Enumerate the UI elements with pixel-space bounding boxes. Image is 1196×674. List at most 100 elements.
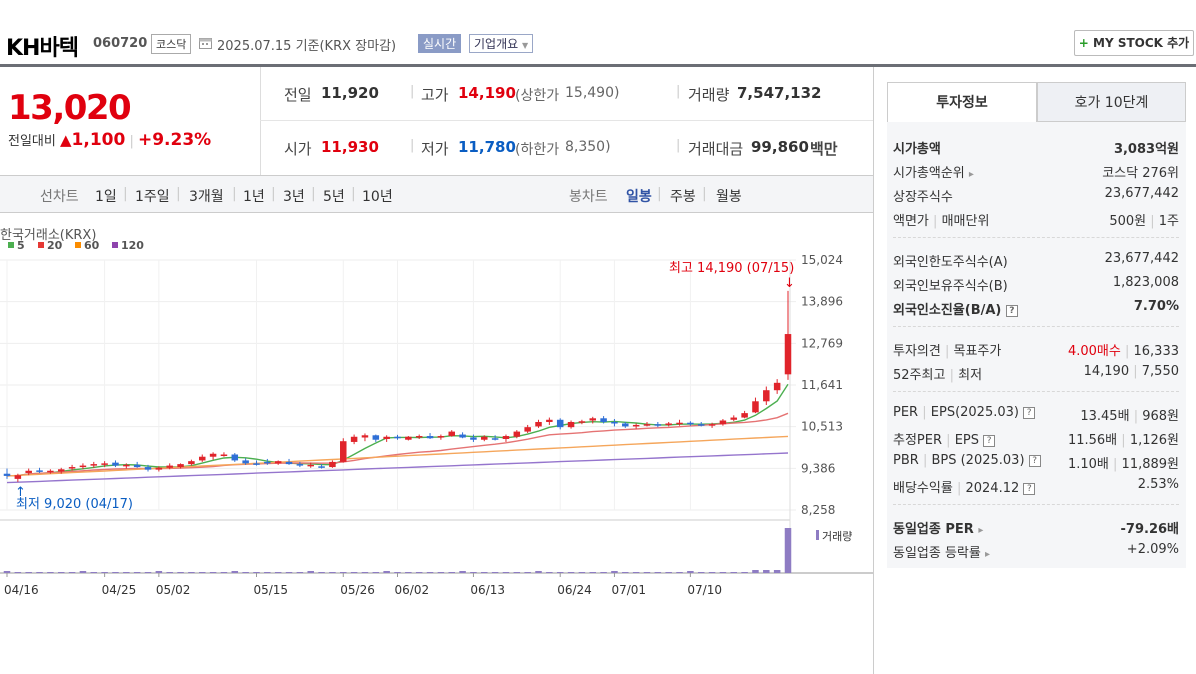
low-annotation: 최저 9,020 (04/17)	[16, 497, 133, 512]
candle-body	[68, 467, 76, 469]
foreign-holding-row: 외국인보유주식수(B) 1,823,008	[893, 275, 1179, 294]
candle-body	[502, 436, 510, 439]
volume-value: 7,547,132	[737, 84, 822, 102]
candle-body	[578, 421, 586, 423]
legend-label-60: 60	[84, 239, 100, 252]
period-10y[interactable]: 10년	[362, 189, 393, 205]
calendar-icon	[199, 36, 212, 49]
period-monthly[interactable]: 월봉	[716, 189, 742, 205]
company-overview-button[interactable]: 기업개요 ▼	[469, 34, 534, 53]
candle-body	[112, 462, 119, 466]
period-daily[interactable]: 일봉	[626, 189, 652, 205]
candle-body	[719, 420, 727, 425]
candle-body	[57, 469, 65, 472]
candle-body	[643, 424, 651, 426]
candle-body	[632, 424, 640, 427]
candle-body	[513, 431, 521, 437]
stock-name: KH바텍	[6, 36, 79, 61]
volume-bar	[90, 572, 98, 573]
period-3m[interactable]: 3개월	[189, 189, 224, 205]
volume-bar	[697, 572, 705, 573]
low-arrow-icon: ↑	[15, 485, 26, 500]
quote-date: 2025.07.15 기준(KRX 장마감)	[217, 39, 397, 54]
volume-bar	[36, 572, 43, 573]
volume-bar	[253, 572, 260, 573]
tab-orderbook[interactable]: 호가 10단계	[1037, 82, 1186, 122]
candle-body	[491, 438, 499, 440]
chart-legend: 5 20 60 120	[8, 239, 144, 252]
high-label: 고가	[421, 86, 449, 104]
ma-60-line	[6, 435, 789, 477]
tab-investment-info[interactable]: 투자정보	[887, 82, 1037, 122]
volume-bar	[231, 571, 239, 573]
help-icon[interactable]: ?	[1028, 455, 1041, 467]
candle-body	[264, 461, 271, 464]
chart-source: 한국거래소(KRX)	[0, 228, 96, 243]
volume-bar	[763, 570, 770, 573]
volume-bar	[296, 572, 304, 573]
volume-bars	[3, 528, 792, 573]
est-per-row: 추정PER | EPS ? 11.56배 | 1,126원	[893, 433, 1179, 448]
legend-swatch-120	[112, 242, 118, 248]
candle-body	[188, 461, 195, 465]
help-icon[interactable]: ?	[1023, 483, 1036, 495]
period-weekly[interactable]: 주봉	[670, 189, 696, 205]
volume-bar	[133, 572, 141, 573]
volume-bar	[502, 572, 510, 573]
volume-bar	[481, 572, 488, 573]
volume-bar	[123, 572, 130, 573]
volume-legend-swatch	[816, 530, 819, 540]
volume-bar	[524, 572, 531, 573]
volume-bar	[264, 572, 271, 573]
volume-bar	[144, 572, 152, 573]
y-tick-label: 8,258	[801, 503, 835, 517]
price-change: 전일대비 ▲1,100 | +9.23%	[8, 130, 212, 150]
help-icon[interactable]: ?	[1005, 305, 1018, 317]
pbr-bps-row: PBR | BPS (2025.03) ? 1.10배 | 11,889원	[893, 453, 1179, 472]
volume-bar	[632, 572, 640, 573]
y-axis-ticks: 15,024 13,896 12,769 11,641 10,513 9,386 8,258	[801, 253, 843, 517]
candle-body	[329, 461, 336, 468]
x-tick-label: 06/02	[395, 583, 430, 597]
candle-body	[296, 464, 304, 466]
my-stock-add-button[interactable]: + MY STOCK 추가	[1074, 30, 1194, 56]
candle-body	[589, 418, 597, 421]
x-tick-label: 05/15	[253, 583, 288, 597]
volume-bar	[448, 572, 455, 573]
candle-body	[622, 423, 629, 427]
y-tick-label: 11,641	[801, 378, 843, 392]
sector-per-row[interactable]: 동일업종 PER ▸ -79.26배	[893, 522, 1179, 537]
x-tick-label: 06/13	[470, 583, 505, 597]
chevron-down-icon: ▼	[522, 41, 529, 50]
line-chart-label: 선차트	[40, 189, 79, 205]
price-chart[interactable]: 한국거래소(KRX) 5 20 60 120 15,024 13,896 12,769 11…	[0, 214, 873, 600]
market-cap-rank-row[interactable]: 시가총액순위 ▸ 코스닥 276위	[893, 166, 1179, 181]
volume-bar	[350, 572, 358, 573]
upper-limit-label: (상한가	[515, 88, 560, 104]
volume-bar	[405, 572, 412, 573]
volume-bar	[329, 572, 336, 573]
period-1d[interactable]: 1일	[95, 189, 117, 205]
sector-change-row[interactable]: 동일업종 등락률 ▸ +2.09%	[893, 542, 1179, 561]
realtime-button[interactable]: 실시간	[418, 34, 462, 53]
x-tick-label: 04/25	[102, 583, 137, 597]
candle-body	[752, 401, 759, 413]
volume-bar	[513, 572, 521, 573]
volume-bar	[773, 570, 781, 573]
period-5y[interactable]: 5년	[323, 189, 345, 205]
period-1w[interactable]: 1주일	[135, 189, 170, 205]
help-icon[interactable]: ?	[983, 435, 996, 447]
my-stock-label: MY STOCK 추가	[1093, 36, 1190, 50]
candle-body	[209, 453, 217, 457]
volume-bar	[155, 571, 163, 573]
candle-body	[556, 419, 564, 428]
volume-bar	[307, 571, 314, 573]
volume-bar	[198, 572, 206, 573]
help-icon[interactable]: ?	[1023, 407, 1036, 419]
market-badge: 코스닥	[151, 34, 192, 54]
period-3y[interactable]: 3년	[283, 189, 305, 205]
week52-row: 52주최고 | 최저 14,190 | 7,550	[893, 364, 1179, 383]
candle-body	[546, 419, 553, 422]
period-1y[interactable]: 1년	[243, 189, 265, 205]
volume-bar	[654, 572, 662, 573]
